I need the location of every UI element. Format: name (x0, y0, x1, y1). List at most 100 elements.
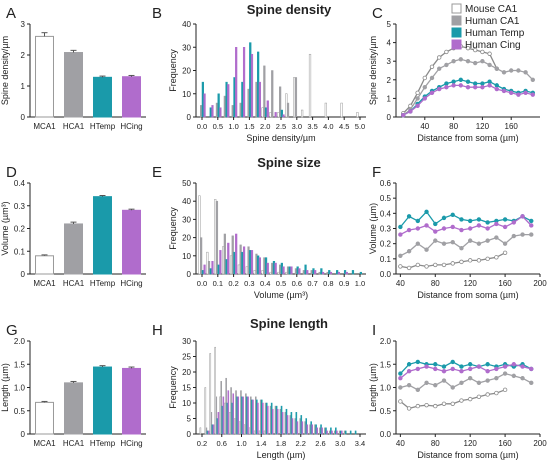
panel-I: I 0.0 0.5 1.0 1.5 2.0 Length (µm) 40 80 120 160 200… (368, 322, 547, 460)
hist-bar (225, 81, 228, 118)
hist-bar (233, 77, 236, 118)
data-point (433, 221, 438, 227)
x-tick-label: 1.0 (236, 439, 246, 448)
data-point (433, 238, 438, 243)
y-tick-label: 20 (182, 234, 191, 243)
data-point (520, 232, 525, 237)
hist-bar (336, 270, 339, 275)
data-point (444, 62, 449, 68)
x-axis-label: Volume (µm³) (254, 290, 308, 300)
hist-bar (242, 47, 246, 118)
data-point (487, 62, 492, 68)
hist-bar (328, 270, 331, 275)
hist-bar (253, 270, 256, 275)
y-tick-label: 3 (21, 20, 26, 29)
data-point (465, 79, 471, 84)
hist-bar (207, 430, 210, 435)
hist-bar (343, 270, 347, 275)
x-tick-label: 2.6 (315, 439, 325, 448)
hist-bar (206, 251, 209, 275)
data-point (516, 68, 521, 73)
hist-bar (203, 93, 206, 118)
hist-bar (249, 42, 252, 118)
data-point (458, 83, 463, 88)
x-tick-label: 1.8 (276, 439, 286, 448)
hist-bar (310, 270, 313, 275)
y-tick-label: 0.3 (14, 202, 26, 211)
data-point (437, 55, 442, 60)
data-point (422, 96, 427, 101)
data-point (485, 238, 490, 243)
data-point (441, 401, 447, 406)
data-point (485, 362, 490, 367)
y-axis-label: Frequency (168, 366, 178, 409)
x-category-label: HTemp (90, 122, 116, 131)
hist-bar (314, 270, 317, 275)
hist-bar (276, 408, 279, 435)
hist-bar (324, 102, 327, 118)
hist-bar (312, 268, 315, 275)
y-tick-label: 0.5 (14, 407, 26, 416)
hist-bar (349, 430, 352, 435)
data-point (450, 224, 455, 230)
hist-bar (337, 271, 340, 275)
y-tick-label: 5 (187, 415, 192, 424)
y-tick-label: 2 (387, 76, 392, 85)
panel-letter-A: A (6, 5, 16, 22)
hist-bar (264, 257, 268, 275)
hist-bar (209, 107, 212, 118)
data-point (487, 79, 492, 84)
x-tick-label: 0.5 (276, 279, 286, 288)
y-tick-label: 4 (387, 39, 392, 48)
data-point (494, 83, 499, 88)
hist-bar (351, 270, 355, 275)
series-line-human-temp (399, 210, 532, 228)
x-tick-label: 0.8 (323, 279, 333, 288)
hist-bar (229, 255, 233, 275)
data-point (458, 57, 463, 62)
data-point (398, 224, 403, 230)
row-title-density: Spine density (247, 2, 332, 17)
hist-bar (217, 264, 220, 275)
hist-bar (271, 408, 274, 435)
data-point (476, 241, 482, 246)
hist-bar (210, 412, 213, 435)
data-point (429, 75, 435, 81)
panel-letter-C: C (372, 5, 383, 22)
x-tick-label: 0.0 (197, 122, 207, 131)
bar-HTemp (93, 196, 112, 275)
data-point (530, 77, 535, 82)
panels-layer: A 0 1 2 3 Spine density/µm MCA1 HCA1 HTemp HCing B… (0, 5, 547, 460)
panel-letter-D: D (6, 164, 17, 181)
data-point (441, 215, 447, 221)
y-axis-label: Volume (µm) (368, 203, 378, 254)
hist-bar (217, 412, 220, 435)
y-tick-label: 30 (182, 215, 191, 224)
hist-bar (214, 346, 216, 435)
data-point (494, 235, 499, 240)
data-point (398, 385, 403, 390)
y-tick-label: 0.2 (380, 240, 392, 249)
hist-bar (329, 271, 333, 275)
x-category-label: HCing (120, 439, 142, 448)
data-point (459, 364, 464, 369)
bar-HTemp (93, 76, 112, 118)
y-tick-label: 0.4 (14, 179, 26, 188)
hist-bar (245, 266, 248, 275)
hist-bar (258, 257, 261, 275)
y-axis-label: Volume (µm³) (0, 201, 10, 255)
hist-bar (331, 430, 333, 435)
data-point (444, 81, 449, 86)
data-point (398, 376, 403, 381)
hist-bar (269, 112, 272, 118)
hist-bar (215, 102, 219, 118)
hist-bar (345, 271, 348, 275)
hist-bar (223, 95, 226, 118)
bar-MCA1 (35, 255, 54, 275)
y-tick-label: 2.0 (14, 337, 26, 346)
y-tick-label: 0 (387, 113, 392, 122)
y-tick-label: 40 (182, 197, 191, 206)
y-tick-label: 2.0 (380, 337, 392, 346)
data-point (441, 241, 447, 246)
x-tick-label: 1.5 (244, 122, 254, 131)
